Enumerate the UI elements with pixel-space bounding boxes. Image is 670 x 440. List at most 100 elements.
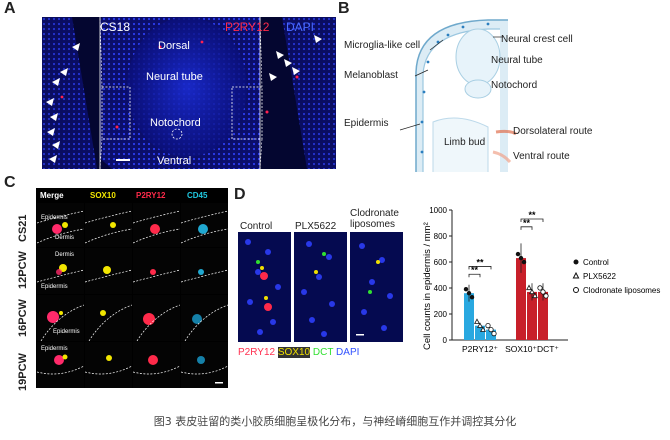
bar: [464, 293, 474, 340]
d-stain-sox10: SOX10: [277, 347, 311, 358]
c-label-r2-epidermis: Epidermis: [53, 329, 80, 335]
legend-marker: [573, 259, 579, 265]
bar: [538, 291, 548, 340]
c-row-cs21: CS21: [17, 214, 29, 242]
c-tile-r3-sox10: [85, 342, 132, 388]
c-col-sox10: SOX10: [90, 191, 116, 200]
chart-significance: ********: [468, 210, 544, 278]
c-label-r1-dermis: Dermis: [55, 252, 74, 258]
data-point: [480, 326, 486, 332]
panel-a-tissue: [42, 17, 336, 169]
region-ventral: Ventral: [157, 155, 192, 167]
panel-a-stage-label: CS18: [100, 20, 131, 34]
data-point: [491, 331, 497, 337]
y-tick-label: 1000: [429, 206, 447, 215]
b-label-notochord: Notochord: [491, 80, 538, 91]
chart-legend: Control PLX5622 Clodronate liposomes: [572, 258, 660, 295]
b-label-microglia: Microglia-like cell: [344, 40, 421, 51]
data-point: [488, 327, 494, 333]
data-point: [518, 255, 524, 261]
d-image-plx5622: [294, 232, 347, 342]
data-point: [474, 318, 480, 324]
data-point: [477, 322, 483, 328]
c-label-r0-epidermis: Epidermis: [41, 215, 68, 221]
significance-bracket: [520, 226, 533, 230]
d-cond-clodronate: Clodronate liposomes: [350, 208, 399, 230]
bar-chart: Cell counts in epidermis / mm² 0 200 400 60…: [422, 206, 660, 354]
legend-marker: [572, 271, 580, 279]
significance-stars: **: [471, 265, 479, 275]
c-tile-r1-cd45: [181, 248, 228, 294]
c-tile-r1-sox10: [85, 248, 132, 294]
significance-stars: **: [523, 218, 531, 228]
data-point: [466, 291, 472, 296]
c-label-r1-epidermis: Epidermis: [41, 284, 68, 290]
c-tile-r3-p2ry12: [133, 342, 180, 388]
data-point: [526, 284, 532, 291]
c-tile-r0-merge: Epidermis Dermis: [37, 203, 84, 247]
c-tile-r0-cd45: [181, 203, 228, 247]
region-neural-tube: Neural tube: [146, 71, 203, 83]
x-category-label: P2RY12⁺: [462, 344, 499, 354]
y-tick-label: 800: [434, 232, 448, 241]
d-image-clodronate: [350, 232, 403, 342]
c-tile-r3-merge: Epidermis: [37, 342, 84, 388]
significance-bracket: [520, 218, 544, 223]
c-row-16pcw: 16PCW: [17, 299, 29, 337]
chart-points: [463, 251, 549, 337]
legend-marker: [573, 287, 579, 293]
b-label-epidermis: Epidermis: [344, 118, 389, 129]
data-point: [463, 287, 469, 292]
data-point: [543, 293, 549, 299]
panel-a-letter: A: [4, 0, 16, 17]
significance-stars: **: [476, 257, 484, 267]
c-tile-r3-cd45: [181, 342, 228, 388]
panel-a-stain-red: P2RY12: [225, 20, 270, 34]
d-stain-dapi: DAPI: [336, 347, 360, 358]
figure-caption: 图3 表皮驻留的类小胶质细胞呈极化分布，与神经嵴细胞互作并调控其分化: [153, 415, 517, 428]
c-row-12pcw: 12PCW: [17, 251, 29, 289]
significance-stars: **: [528, 210, 536, 220]
legend-label: Control: [583, 258, 609, 267]
panel-a-stain-blue: DAPI: [286, 20, 315, 34]
c-row-19pcw: 19PCW: [17, 353, 29, 391]
c-tile-r2-cd45: [181, 295, 228, 341]
bar: [516, 258, 526, 340]
data-point: [537, 285, 543, 291]
significance-bracket: [468, 273, 481, 278]
data-point: [532, 292, 538, 299]
y-tick-label: 600: [434, 258, 448, 267]
legend-label: Clodronate liposomes: [583, 286, 660, 295]
b-label-neural-crest: Neural crest cell: [501, 34, 573, 45]
y-tick-label: 0: [443, 336, 448, 345]
chart-ylabel: Cell counts in epidermis / mm²: [422, 222, 433, 350]
panel-b-diagram: [399, 19, 517, 172]
c-tile-r2-sox10: [85, 295, 132, 341]
d-stain-dct: DCT: [312, 347, 334, 358]
panel-c-letter: C: [4, 174, 16, 191]
c-col-p2ry12: P2RY12: [136, 191, 166, 200]
region-dorsal: Dorsal: [158, 40, 190, 52]
significance-bracket: [468, 266, 492, 270]
data-point: [521, 259, 527, 265]
y-tick-label: 400: [434, 284, 448, 293]
c-label-r3-epidermis: Epidermis: [41, 346, 68, 352]
b-label-neural-tube: Neural tube: [491, 55, 543, 66]
b-label-ventral-route: Ventral route: [513, 151, 570, 162]
d-stain-p2ry12: P2RY12: [238, 347, 276, 358]
data-point: [540, 289, 546, 295]
b-label-dorsolateral-route: Dorsolateral route: [513, 126, 593, 137]
c-tile-r1-merge: Dermis Epidermis: [37, 248, 84, 294]
x-category-label: SOX10⁺DCT⁺: [505, 344, 559, 354]
panel-d-letter: D: [234, 186, 246, 203]
b-label-melanoblast: Melanoblast: [344, 70, 398, 81]
bar: [486, 329, 496, 340]
region-notochord: Notochord: [150, 117, 201, 129]
legend-label: PLX5622: [583, 272, 616, 281]
c-tile-r2-p2ry12: [133, 295, 180, 341]
d-image-control: [238, 232, 291, 342]
c-tile-r0-p2ry12: [133, 203, 180, 247]
c-tile-r2-merge: Epidermis: [37, 295, 84, 341]
d-cond-control: Control: [240, 221, 273, 232]
data-point: [469, 295, 475, 300]
